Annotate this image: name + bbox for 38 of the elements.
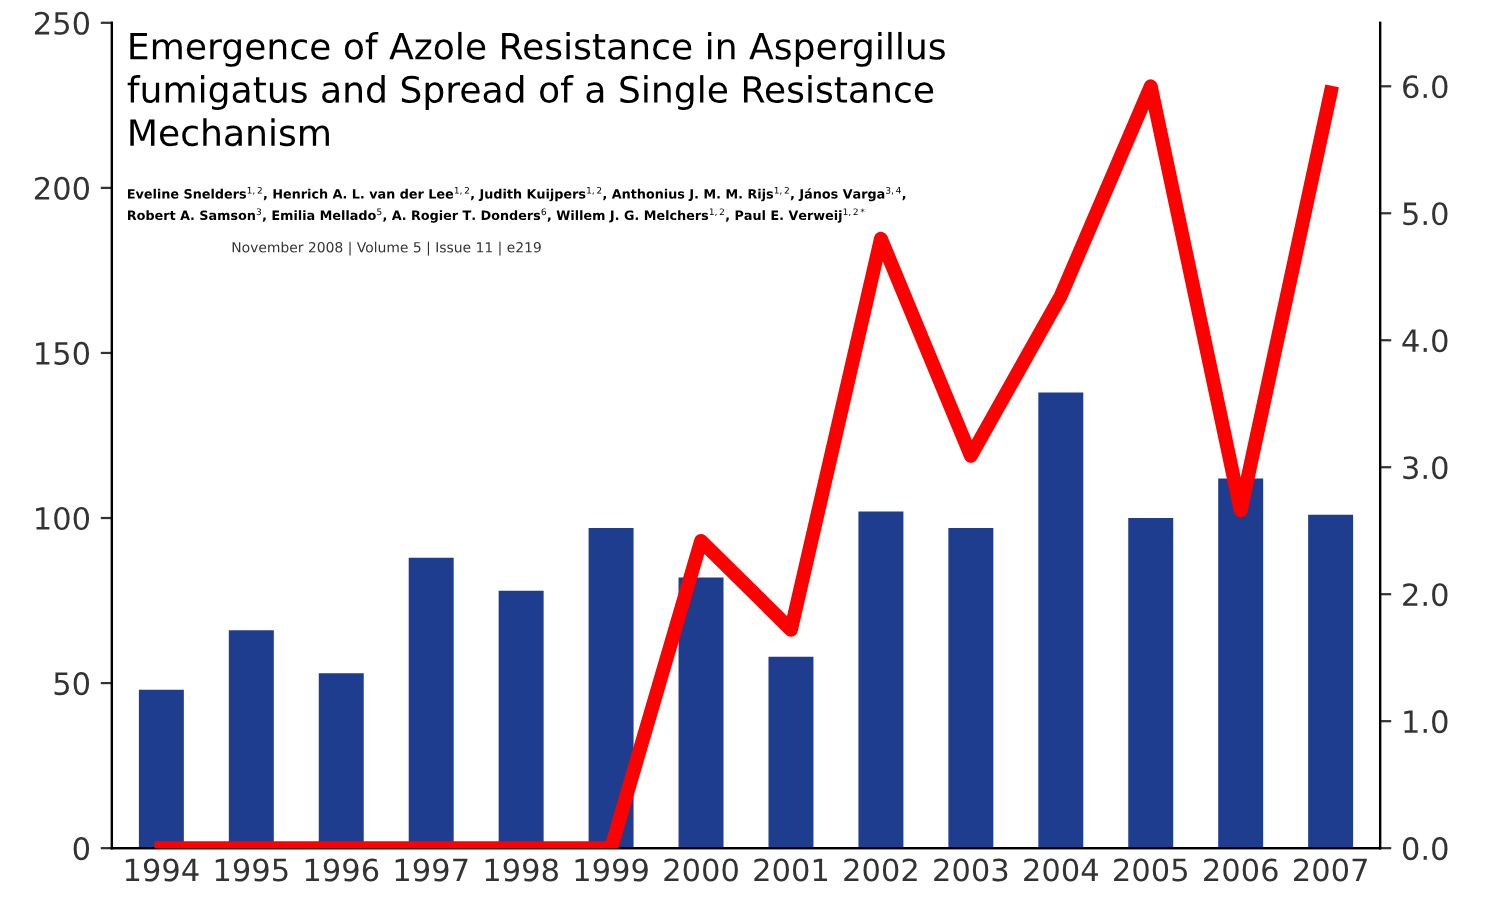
x-tick-label: 1994 bbox=[125, 858, 199, 882]
x-tick-label: 2003 bbox=[934, 858, 1008, 882]
x-tick-label: 1995 bbox=[215, 858, 288, 882]
y-tick-label: 0 bbox=[73, 837, 90, 861]
y2-tick-label: 4.0 bbox=[1402, 329, 1448, 353]
bar bbox=[768, 656, 814, 849]
y-tick-label: 100 bbox=[36, 506, 90, 531]
x-tick-label: 2001 bbox=[754, 858, 828, 882]
y-tick-label: 200 bbox=[34, 176, 90, 200]
bar bbox=[588, 527, 634, 849]
x-tick-label: 1998 bbox=[485, 858, 558, 882]
text: Emergence of Azole Resistance in Aspergillus fumigatus and Spread of a Single Resistance Mechanism bbox=[127, 31, 945, 147]
x-tick-label: 2004 bbox=[1024, 858, 1098, 882]
x-tick-label: 2007 bbox=[1293, 858, 1367, 882]
x-tick-label: 1997 bbox=[395, 858, 468, 882]
bar bbox=[1038, 392, 1084, 849]
x-tick-label: 2006 bbox=[1204, 858, 1278, 882]
bar bbox=[1308, 514, 1354, 849]
bar bbox=[858, 511, 904, 849]
bar bbox=[948, 527, 994, 849]
bar bbox=[138, 689, 184, 849]
y2-tick-label: 5.0 bbox=[1403, 202, 1448, 226]
x-tick-label: 1996 bbox=[305, 858, 379, 882]
x-tick-label: 2005 bbox=[1114, 858, 1187, 882]
y-tick-label: 50 bbox=[54, 672, 90, 696]
x-tick-label: 2002 bbox=[844, 858, 917, 882]
y2-tick-label: 3.0 bbox=[1403, 456, 1448, 480]
x-tick-label: 1999 bbox=[575, 858, 648, 882]
bar bbox=[1218, 478, 1264, 849]
x-tick-label: 2000 bbox=[664, 858, 738, 882]
y2-tick-label: 0.0 bbox=[1402, 837, 1448, 861]
y-tick-label: 150 bbox=[36, 341, 90, 365]
y2-tick-label: 2.0 bbox=[1403, 583, 1448, 607]
y2-tick-label: 1.0 bbox=[1404, 710, 1448, 734]
bar bbox=[678, 577, 724, 849]
bar bbox=[1128, 518, 1174, 849]
y-tick-label: 250 bbox=[34, 11, 90, 35]
y2-tick-label: 6.0 bbox=[1403, 75, 1448, 99]
